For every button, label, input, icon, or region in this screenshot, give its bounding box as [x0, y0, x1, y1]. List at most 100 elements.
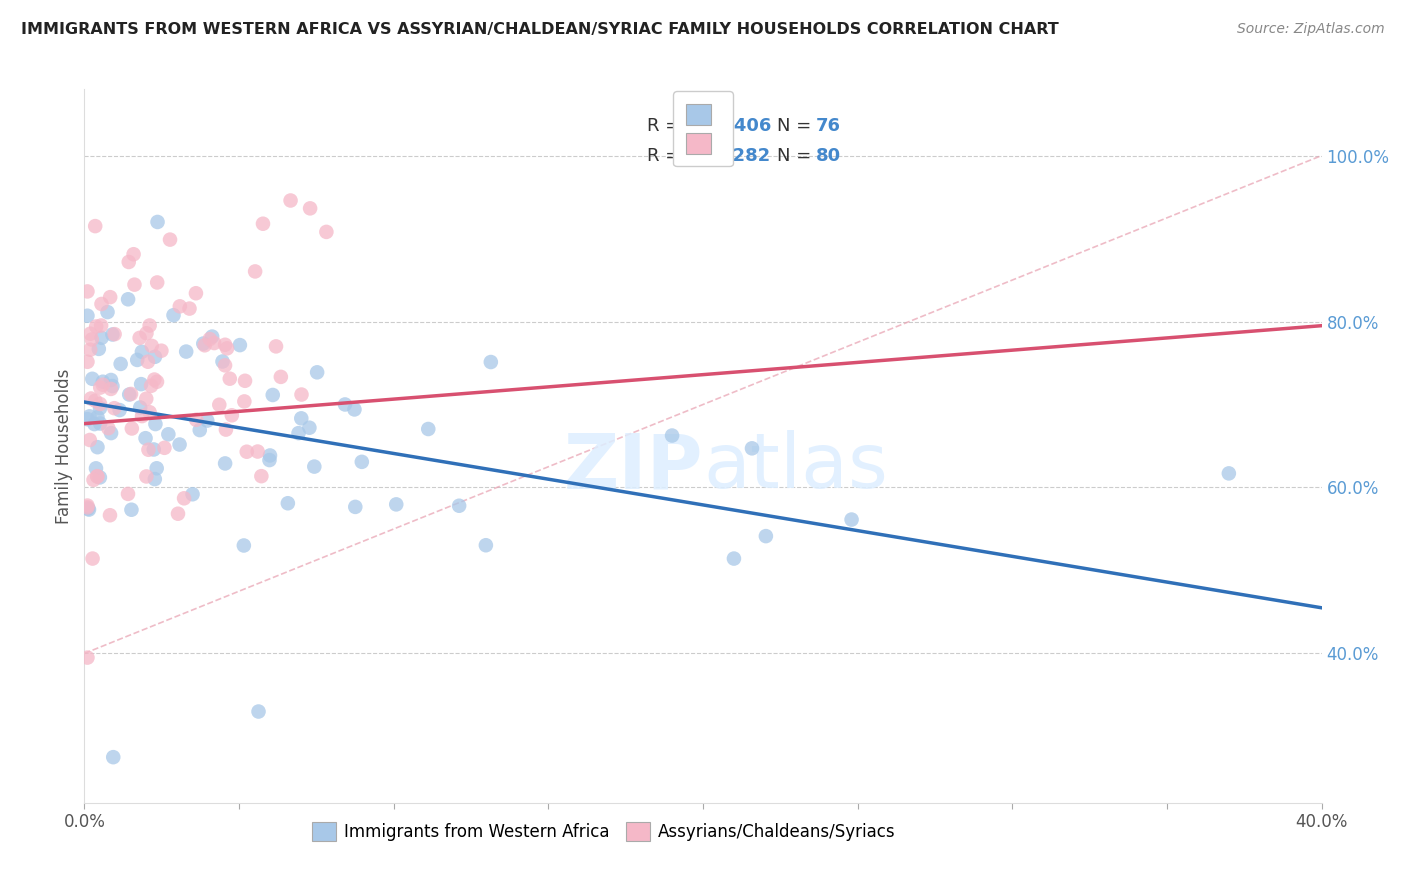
Point [104, 327, 127, 342]
Point [221, 409, 243, 423]
Point [179, 301, 201, 316]
Point [135, 469, 157, 483]
Point [1218, 467, 1240, 481]
Point [76, 285, 98, 299]
Point [129, 377, 152, 392]
Point [79, 343, 101, 357]
Point [98, 508, 121, 523]
Point [287, 426, 309, 441]
Point [145, 461, 167, 475]
Point [118, 255, 141, 269]
Text: IMMIGRANTS FROM WESTERN AFRICA VS ASSYRIAN/CHALDEAN/SYRIAC FAMILY HOUSEHOLDS COR: IMMIGRANTS FROM WESTERN AFRICA VS ASSYRI… [21, 22, 1059, 37]
Text: R =: R = [647, 118, 686, 136]
Point [76, 355, 98, 369]
Point [233, 374, 256, 388]
Point [174, 344, 197, 359]
Point [167, 507, 190, 521]
Point [84, 393, 107, 408]
Point [193, 336, 215, 351]
Point [138, 442, 160, 457]
Point [83, 473, 105, 487]
Text: R =: R = [647, 147, 686, 165]
Point [211, 354, 233, 368]
Point [143, 350, 166, 364]
Point [169, 299, 191, 313]
Point [146, 375, 169, 389]
Point [136, 355, 159, 369]
Point [143, 472, 166, 486]
Point [87, 342, 110, 356]
Point [120, 502, 142, 516]
Point [195, 414, 218, 428]
Point [80, 333, 103, 347]
Point [755, 529, 778, 543]
Point [741, 442, 763, 456]
Point [135, 392, 157, 406]
Point [215, 423, 238, 437]
Point [96, 305, 118, 319]
Point [118, 387, 141, 401]
Point [82, 551, 104, 566]
Point [76, 650, 98, 665]
Point [173, 491, 195, 506]
Point [89, 470, 111, 484]
Point [100, 382, 122, 396]
Point [89, 417, 111, 431]
Y-axis label: Family Households: Family Households [55, 368, 73, 524]
Point [841, 512, 863, 526]
Legend: Immigrants from Western Africa, Assyrians/Chaldeans/Syriacs: Immigrants from Western Africa, Assyrian… [305, 815, 903, 848]
Point [86, 410, 108, 425]
Point [84, 219, 107, 233]
Point [181, 487, 204, 501]
Point [129, 401, 152, 415]
Point [159, 233, 181, 247]
Point [198, 332, 221, 346]
Point [76, 309, 98, 323]
Point [103, 401, 125, 416]
Point [76, 412, 98, 426]
Point [298, 420, 321, 434]
Point [243, 264, 266, 278]
Point [252, 217, 274, 231]
Point [100, 426, 122, 441]
Point [264, 339, 287, 353]
Point [141, 339, 163, 353]
Point [235, 444, 257, 458]
Point [218, 372, 240, 386]
Point [82, 372, 104, 386]
Point [101, 379, 124, 393]
Text: ZIP: ZIP [564, 431, 703, 504]
Point [214, 338, 236, 352]
Point [90, 331, 112, 345]
Point [344, 500, 367, 514]
Text: -0.406: -0.406 [707, 118, 770, 136]
Point [110, 357, 132, 371]
Point [117, 293, 139, 307]
Point [280, 194, 302, 208]
Point [97, 421, 120, 435]
Point [343, 402, 366, 417]
Point [84, 319, 107, 334]
Point [89, 381, 111, 395]
Point [157, 427, 180, 442]
Point [214, 457, 236, 471]
Point [86, 440, 108, 454]
Point [146, 215, 169, 229]
Point [277, 496, 299, 510]
Point [194, 338, 217, 352]
Point [135, 431, 157, 445]
Point [262, 388, 284, 402]
Point [233, 394, 256, 409]
Point [128, 331, 150, 345]
Point [259, 449, 281, 463]
Point [202, 336, 225, 351]
Point [138, 405, 160, 419]
Text: N =: N = [778, 118, 817, 136]
Point [121, 421, 143, 435]
Point [146, 276, 169, 290]
Text: atlas: atlas [703, 431, 887, 504]
Point [315, 225, 337, 239]
Point [79, 326, 101, 341]
Point [131, 344, 153, 359]
Point [723, 551, 745, 566]
